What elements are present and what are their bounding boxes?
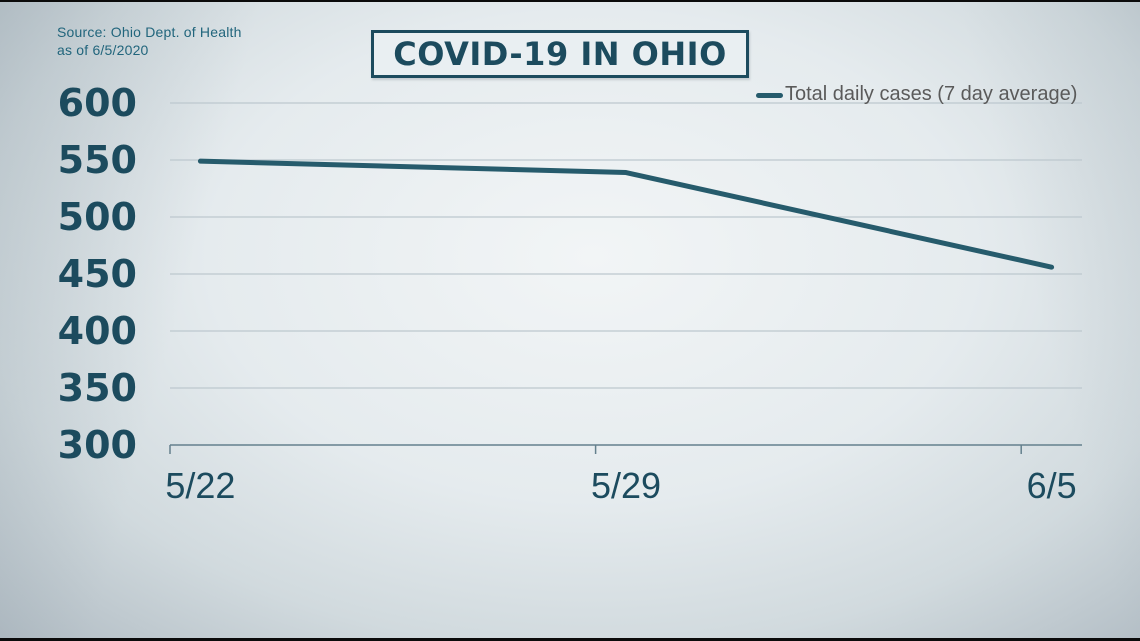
y-axis-tick-label: 600 [57, 81, 137, 125]
x-axis-tick-label: 5/22 [165, 465, 236, 506]
y-axis-tick-label: 300 [57, 423, 137, 467]
source-line-2: as of 6/5/2020 [57, 42, 149, 59]
y-axis-tick-label: 500 [57, 195, 137, 239]
y-axis-tick-label: 350 [57, 366, 137, 410]
letterbox-bottom-bar [0, 638, 1140, 641]
y-axis-tick-label: 400 [57, 309, 137, 353]
legend-line-swatch-icon [756, 93, 783, 98]
letterbox-top-bar [0, 0, 1140, 2]
y-axis-tick-label: 450 [57, 252, 137, 296]
x-axis-tick-label: 6/5 [1026, 465, 1077, 506]
x-axis-tick-label: 5/29 [590, 465, 662, 506]
source-line-1: Source: Ohio Dept. of Health [57, 24, 242, 40]
chart-legend: Total daily cases (7 day average) [756, 83, 1077, 106]
legend-label: Total daily cases (7 day average) [785, 83, 1078, 105]
chart-title: COVID-19 IN OHIO [393, 35, 727, 73]
series-line [197, 158, 1055, 270]
chart-title-box: COVID-19 IN OHIO [371, 30, 749, 78]
source-attribution: Source: Ohio Dept. of Health as of 6/5/2… [57, 23, 242, 60]
y-axis-tick-label: 550 [57, 138, 137, 182]
